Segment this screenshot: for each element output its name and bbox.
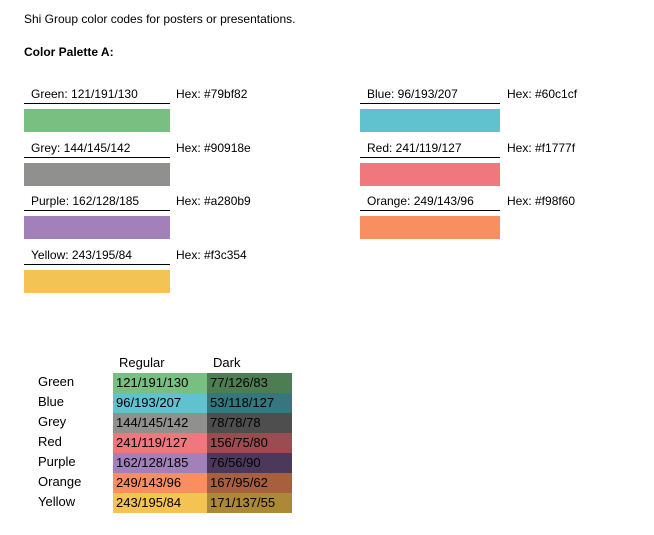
dark-cell: 78/78/78 <box>207 413 292 433</box>
header-dark: Dark <box>213 355 241 370</box>
swatch-blue-hex: Hex: #60c1cf <box>507 87 578 101</box>
row-name: Yellow <box>38 494 76 509</box>
table-row: Orange 249/143/96 167/95/62 <box>33 473 293 493</box>
row-name: Green <box>38 374 75 389</box>
dark-cell: 53/118/127 <box>207 393 292 413</box>
swatch-blue-label: Blue: 96/193/207 <box>360 87 500 104</box>
swatch-orange-hex: Hex: #f98f60 <box>507 194 576 208</box>
table-row: Blue 96/193/207 53/118/127 <box>33 393 293 413</box>
swatch-red-box <box>360 163 500 186</box>
row-name: Blue <box>38 394 65 409</box>
swatch-yellow-box <box>24 270 170 293</box>
regular-cell: 121/191/130 <box>113 373 207 393</box>
header-regular: Regular <box>119 355 165 370</box>
regular-cell: 243/195/84 <box>113 493 207 513</box>
swatch-grey-hex: Hex: #90918e <box>176 141 251 155</box>
swatch-grey-label: Grey: 144/145/142 <box>24 141 170 158</box>
regular-cell: 249/143/96 <box>113 473 207 493</box>
swatch-purple-label: Purple: 162/128/185 <box>24 194 170 211</box>
regular-cell: 144/145/142 <box>113 413 207 433</box>
palette-title: Color Palette A: <box>24 45 114 59</box>
row-name: Red <box>38 434 62 449</box>
swatch-orange-label: Orange: 249/143/96 <box>360 194 500 211</box>
swatch-red-hex: Hex: #f1777f <box>507 141 576 155</box>
swatch-orange-box <box>360 216 500 239</box>
dark-cell: 156/75/80 <box>207 433 292 453</box>
table-row: Green 121/191/130 77/126/83 <box>33 373 293 393</box>
swatch-green-hex: Hex: #79bf82 <box>176 87 248 101</box>
swatch-yellow-label: Yellow: 243/195/84 <box>24 248 170 265</box>
swatch-red-label: Red: 241/119/127 <box>360 141 500 158</box>
swatch-grey-box <box>24 163 170 186</box>
regular-cell: 162/128/185 <box>113 453 207 473</box>
table-row: Purple 162/128/185 76/56/90 <box>33 453 293 473</box>
row-name: Grey <box>38 414 67 429</box>
table-row: Red 241/119/127 156/75/80 <box>33 433 293 453</box>
dark-cell: 167/95/62 <box>207 473 292 493</box>
swatch-green-box <box>24 109 170 132</box>
table-row: Grey 144/145/142 78/78/78 <box>33 413 293 433</box>
dark-cell: 76/56/90 <box>207 453 292 473</box>
dark-cell: 171/137/55 <box>207 493 292 513</box>
regular-cell: 96/193/207 <box>113 393 207 413</box>
intro-text: Shi Group color codes for posters or pre… <box>24 12 296 26</box>
table-row: Yellow 243/195/84 171/137/55 <box>33 493 293 513</box>
swatch-green-label: Green: 121/191/130 <box>24 87 170 104</box>
row-name: Orange <box>38 474 82 489</box>
regular-cell: 241/119/127 <box>113 433 207 453</box>
swatch-blue-box <box>360 109 500 132</box>
row-name: Purple <box>38 454 76 469</box>
swatch-yellow-hex: Hex: #f3c354 <box>176 248 247 262</box>
dark-cell: 77/126/83 <box>207 373 292 393</box>
swatch-purple-box <box>24 216 170 239</box>
swatch-purple-hex: Hex: #a280b9 <box>176 194 251 208</box>
